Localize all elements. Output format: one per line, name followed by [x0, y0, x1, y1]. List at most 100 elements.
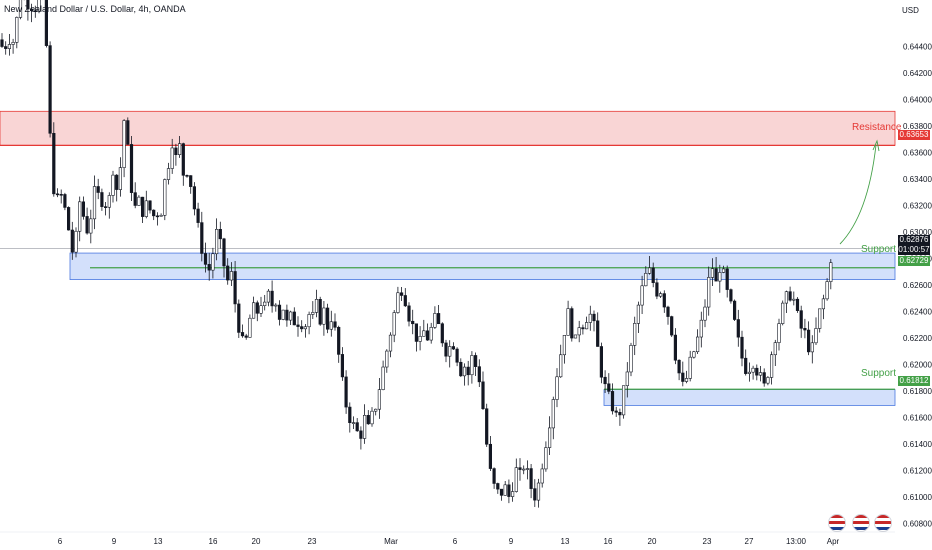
candle-body	[15, 17, 19, 43]
candle-body	[189, 175, 193, 187]
candle-body	[263, 301, 267, 306]
us-flag-icon[interactable]	[828, 514, 846, 532]
candle-body	[544, 447, 548, 470]
candle-body	[0, 39, 4, 47]
x-tick-label: 6	[58, 537, 63, 546]
currency-label: USD	[902, 6, 919, 15]
candle-body	[522, 468, 526, 471]
candle-body	[588, 313, 592, 323]
candle-body	[470, 355, 474, 376]
zones-layer	[0, 110, 896, 406]
candle-body	[607, 383, 611, 392]
candle-body	[163, 179, 167, 216]
candle-body	[525, 468, 529, 470]
candle-body	[388, 334, 393, 352]
candle-body	[825, 281, 829, 300]
candle-body	[7, 44, 12, 49]
candle-body	[111, 174, 115, 196]
chart-title: New Zealand Dollar / U.S. Dollar, 4h, OA…	[4, 4, 186, 14]
candle-body	[85, 216, 89, 234]
resistance-label: Resistance	[852, 122, 902, 133]
y-tick-label: 0.61600	[903, 413, 932, 422]
y-tick-label: 0.62400	[903, 307, 932, 316]
candle-body	[658, 293, 663, 297]
candle-body	[411, 320, 415, 325]
candle-body	[533, 488, 537, 501]
candle-body	[152, 209, 156, 217]
candle-body	[766, 377, 770, 384]
candle-body	[440, 323, 444, 344]
candle-body	[100, 192, 104, 207]
candle-body	[536, 482, 541, 501]
candle-body	[74, 230, 78, 253]
candle-body	[444, 342, 448, 357]
candle-body	[403, 295, 407, 307]
x-tick-label: 6	[453, 537, 458, 546]
candle-body	[78, 201, 82, 232]
candle-body	[244, 335, 248, 338]
candle-body	[692, 351, 696, 358]
x-tick-label: 13:00	[786, 537, 807, 546]
candle-body	[318, 299, 322, 325]
candle-body	[237, 303, 241, 333]
zone-2	[603, 389, 896, 406]
candle-body	[374, 408, 378, 412]
candle-body	[714, 268, 718, 282]
candle-body	[33, 10, 37, 13]
candle-body	[425, 330, 430, 341]
candle-body	[732, 300, 737, 320]
candle-body	[281, 309, 285, 320]
candle-body	[366, 415, 370, 425]
candle-body	[618, 412, 622, 416]
us-flag-icon[interactable]	[874, 514, 892, 532]
candle-body	[581, 327, 585, 330]
candle-body	[174, 147, 178, 156]
candle-body	[799, 310, 803, 329]
candle-body	[240, 332, 245, 337]
candle-body	[259, 305, 263, 314]
candle-body	[70, 229, 74, 253]
y-tick-label: 0.64400	[903, 42, 932, 51]
candle-body	[436, 313, 441, 325]
candle-body	[351, 422, 356, 424]
y-tick-label: 0.63000	[903, 228, 932, 237]
candle-body	[92, 186, 97, 220]
candle-body	[407, 305, 411, 322]
y-tick-label: 0.61000	[903, 493, 932, 502]
us-flag-icon[interactable]	[852, 514, 870, 532]
candle-body	[455, 348, 459, 363]
candle-body	[59, 193, 63, 196]
candle-body	[518, 467, 522, 470]
candle-body	[266, 290, 271, 303]
candle-body	[29, 8, 34, 12]
candle-body	[63, 194, 67, 208]
candle-body	[355, 422, 359, 432]
candle-body	[788, 291, 792, 301]
x-tick-label: 20	[252, 537, 261, 546]
candle-body	[192, 186, 197, 210]
candle-body	[507, 484, 511, 497]
candle-body	[814, 328, 818, 344]
candle-body	[529, 468, 533, 489]
candle-body	[166, 168, 171, 180]
candle-body	[633, 323, 637, 346]
candle-body	[181, 143, 185, 176]
y-tick-label: 0.62000	[903, 360, 932, 369]
candle-body	[215, 228, 219, 255]
candle-body	[629, 345, 633, 373]
candle-body	[710, 268, 714, 278]
y-tick-label: 0.60800	[903, 519, 932, 528]
candle-body	[314, 299, 319, 313]
candle-body	[37, 0, 41, 12]
candle-body	[52, 132, 56, 195]
candle-body	[670, 316, 674, 336]
x-tick-label: 9	[509, 537, 514, 546]
candle-body	[377, 389, 382, 410]
candle-body	[744, 357, 748, 374]
candle-body	[562, 335, 566, 356]
candle-body	[462, 366, 467, 377]
candle-body	[614, 410, 618, 413]
candle-body	[540, 468, 544, 484]
support-price-badge-2: 0.61812	[898, 376, 930, 386]
